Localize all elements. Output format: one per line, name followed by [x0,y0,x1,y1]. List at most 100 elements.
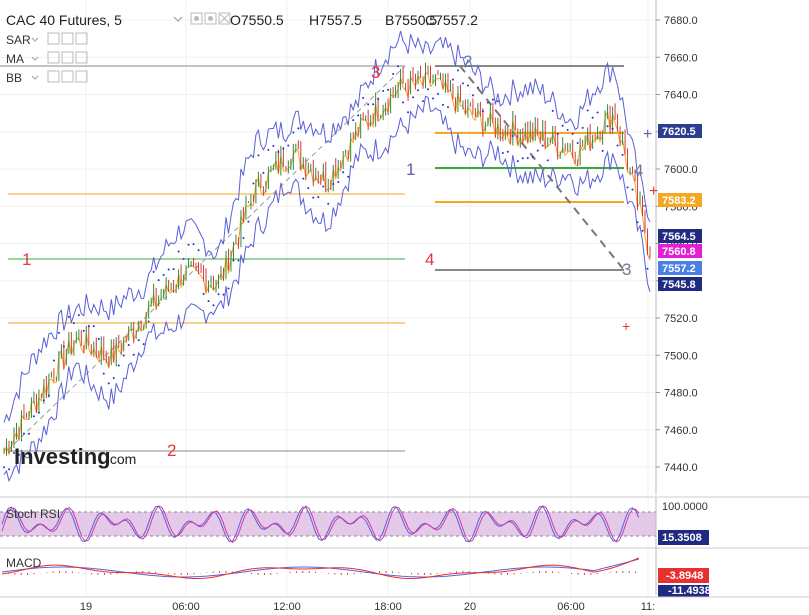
sar-dot [322,185,325,188]
sar-dot [616,144,619,147]
sar-dot [342,171,345,174]
sar-dot [267,148,270,151]
stoch-rsi-lines [1,505,640,543]
settings-icon[interactable] [47,32,60,45]
sar-dot [52,359,55,362]
header-icons[interactable] [190,12,231,25]
sar-dot [122,354,125,357]
sar-dot [556,133,559,136]
high-value: H7557.5 [309,12,362,28]
sar-dot [132,353,135,356]
sar-dot [476,86,479,89]
sar-dot [387,88,390,91]
sar-dot [461,82,464,85]
sar-dot [446,106,449,109]
sar-dot [402,101,405,104]
sar-dot [112,376,115,379]
signal-line [1,557,639,579]
sar-dot [521,157,524,160]
logo-suffix: .com [106,451,136,467]
price-tick-label: 7460.0 [664,425,698,437]
sar-dot [72,322,75,325]
price-tick-label: 7440.0 [664,462,698,474]
sar-dot [142,343,145,346]
sar-dot [77,314,80,317]
indicator-ma-label[interactable]: MA [6,52,24,66]
sar-dot [262,171,265,174]
symbol-dropdown-icon[interactable] [173,16,183,22]
remove-icon[interactable] [75,51,88,64]
sar-dot [162,273,165,276]
price-tag-label: 7583.2 [662,195,696,207]
sar-dot [107,382,110,385]
price-tag-bg [658,193,702,207]
sar-dot [397,65,400,68]
trend-dashed-left [7,65,406,451]
sar-dot [357,114,360,117]
annotation-red-2: 2 [167,441,176,460]
settings-icon[interactable] [47,51,60,64]
indicator-dropdown-icon[interactable] [31,75,39,80]
annotation-red-1: 1 [22,250,31,269]
price-tag-bg [658,277,702,291]
indicator-dropdown-icon[interactable] [31,37,39,42]
sar-dot [471,94,474,97]
time-tick-label: 11: [641,601,655,613]
sar-dot [177,250,180,253]
settings-icon[interactable] [61,32,74,45]
sar-dot [312,196,315,199]
annotations: 1 2 3 4 1 2 3 4 [22,52,643,460]
time-tick-label: 18:00 [374,601,402,613]
sar-dot [237,259,240,262]
sar-dot [207,300,210,303]
sar-dot [297,127,300,130]
sar-dot [147,320,150,323]
sar-dot [531,156,534,159]
price-tick-label: 7660.0 [664,52,698,64]
macd-label: MACD [6,556,42,570]
price-tags: 7620.5 7583.2 7564.5 7560.8 7557.2 7545.8 [658,124,702,291]
sar-dot [417,89,420,92]
sar-dot [481,110,484,113]
sar-dot [227,287,230,290]
sar-dot [272,144,275,147]
sar-dot [432,97,435,100]
macd-value-1: -3.8948 [666,570,703,582]
price-candles [3,62,651,456]
price-tag-label: 7620.5 [662,126,696,138]
sar-dot [337,180,340,183]
indicator-dropdown-icon[interactable] [31,56,39,61]
price-tick-label: 7500.0 [664,350,698,362]
sar-dot [377,97,380,100]
sar-dot [566,128,569,131]
sar-dot [202,292,205,295]
sar-dot [581,126,584,129]
sar-dot [62,345,65,348]
remove-icon[interactable] [75,70,88,83]
sar-dot [307,187,310,190]
sar-dot [287,144,290,147]
sar-dot [372,103,375,106]
indicator-sar-label[interactable]: SAR [6,33,31,47]
macd-value-2: -11.4938 [668,585,711,597]
sar-dot [591,116,594,119]
plus-marker-red: + [649,183,658,200]
settings-icon[interactable] [47,70,60,83]
settings-icon[interactable] [61,70,74,83]
sar-dot [576,141,579,144]
price-tag-bg [658,124,702,138]
sar-dot [646,267,649,270]
sar-dot [47,394,50,397]
settings-icon[interactable] [61,51,74,64]
annotation-red-4: 4 [425,250,434,269]
stoch-k-line [1,505,640,543]
sar-dot [67,315,70,318]
indicator-legend: SAR MA BB [6,32,88,85]
remove-icon[interactable] [75,32,88,45]
sar-dot [102,372,105,375]
indicator-bb-label[interactable]: BB [6,71,22,85]
sar-dot [152,270,155,273]
sar-dot [82,329,85,332]
stoch-rsi-band [0,512,656,536]
